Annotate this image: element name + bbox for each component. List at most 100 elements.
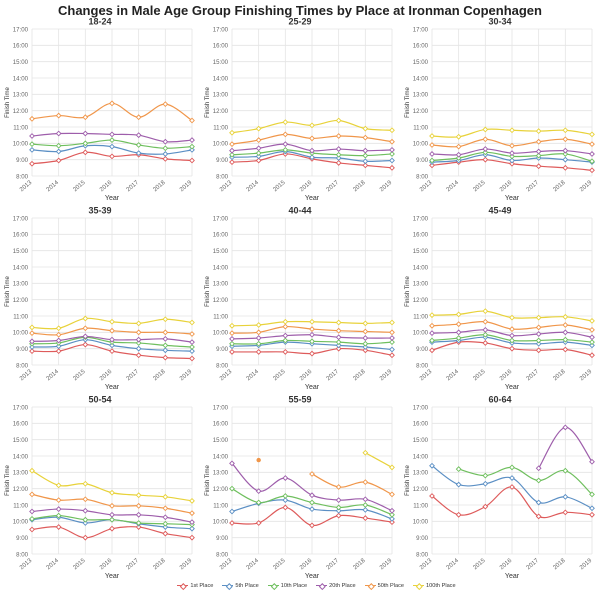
svg-text:10:00: 10:00 — [413, 141, 429, 148]
svg-text:13:00: 13:00 — [13, 281, 29, 288]
svg-text:12:00: 12:00 — [413, 108, 429, 115]
svg-text:Year: Year — [505, 195, 520, 202]
svg-text:2015: 2015 — [472, 557, 487, 571]
svg-text:11:00: 11:00 — [413, 313, 428, 320]
svg-text:15:00: 15:00 — [413, 437, 429, 444]
svg-text:12:00: 12:00 — [213, 297, 229, 304]
svg-text:2015: 2015 — [272, 179, 287, 193]
svg-text:2014: 2014 — [245, 368, 260, 382]
svg-text:2016: 2016 — [498, 557, 513, 571]
svg-text:13:00: 13:00 — [413, 470, 429, 477]
svg-text:30-34: 30-34 — [488, 17, 511, 27]
svg-text:2017: 2017 — [525, 557, 540, 571]
svg-text:2018: 2018 — [152, 557, 167, 571]
svg-text:2016: 2016 — [98, 179, 113, 193]
svg-text:11:00: 11:00 — [213, 313, 228, 320]
svg-text:8:00: 8:00 — [416, 362, 428, 369]
svg-text:12:00: 12:00 — [213, 108, 229, 115]
svg-text:2013: 2013 — [18, 368, 33, 382]
svg-text:2013: 2013 — [218, 368, 233, 382]
svg-text:2013: 2013 — [18, 557, 33, 571]
svg-text:9:00: 9:00 — [216, 157, 228, 164]
svg-text:Finish Time: Finish Time — [205, 87, 211, 118]
svg-text:Finish Time: Finish Time — [5, 465, 11, 496]
svg-text:13:00: 13:00 — [213, 92, 229, 99]
svg-text:14:00: 14:00 — [413, 75, 429, 82]
svg-text:15:00: 15:00 — [13, 437, 29, 444]
svg-text:Finish Time: Finish Time — [205, 276, 211, 307]
svg-text:2015: 2015 — [472, 368, 487, 382]
svg-text:2019: 2019 — [378, 557, 393, 571]
svg-text:2017: 2017 — [125, 557, 140, 571]
svg-text:2018: 2018 — [552, 368, 567, 382]
svg-text:2015: 2015 — [72, 179, 87, 193]
svg-text:2014: 2014 — [445, 557, 460, 571]
svg-text:15:00: 15:00 — [213, 437, 229, 444]
svg-text:14:00: 14:00 — [413, 453, 429, 460]
svg-text:15:00: 15:00 — [213, 248, 229, 255]
svg-text:9:00: 9:00 — [416, 157, 428, 164]
svg-text:16:00: 16:00 — [413, 232, 429, 239]
svg-text:2015: 2015 — [272, 557, 287, 571]
svg-text:15:00: 15:00 — [13, 59, 29, 66]
svg-text:10:00: 10:00 — [13, 519, 29, 526]
svg-text:15:00: 15:00 — [413, 248, 429, 255]
svg-text:10:00: 10:00 — [213, 141, 229, 148]
svg-text:2013: 2013 — [418, 557, 433, 571]
svg-text:Year: Year — [105, 573, 120, 580]
svg-text:2019: 2019 — [178, 179, 193, 193]
svg-text:17:00: 17:00 — [213, 404, 229, 411]
svg-text:2018: 2018 — [352, 368, 367, 382]
svg-text:10:00: 10:00 — [413, 519, 429, 526]
svg-text:2016: 2016 — [298, 557, 313, 571]
svg-text:14:00: 14:00 — [13, 453, 29, 460]
svg-text:2015: 2015 — [72, 557, 87, 571]
svg-text:16:00: 16:00 — [413, 43, 429, 50]
svg-text:2013: 2013 — [418, 179, 433, 193]
svg-text:15:00: 15:00 — [213, 59, 229, 66]
svg-text:8:00: 8:00 — [216, 173, 228, 180]
svg-text:2015: 2015 — [72, 368, 87, 382]
svg-text:17:00: 17:00 — [213, 26, 229, 33]
svg-text:35-39: 35-39 — [88, 206, 111, 216]
svg-text:Finish Time: Finish Time — [5, 87, 11, 118]
svg-text:13:00: 13:00 — [13, 470, 29, 477]
svg-text:50-54: 50-54 — [88, 395, 111, 405]
svg-text:13:00: 13:00 — [213, 281, 229, 288]
svg-text:2017: 2017 — [525, 368, 540, 382]
svg-text:12:00: 12:00 — [213, 486, 229, 493]
svg-text:8:00: 8:00 — [16, 551, 28, 558]
svg-text:11:00: 11:00 — [213, 124, 228, 131]
svg-text:2019: 2019 — [578, 179, 593, 193]
svg-text:Year: Year — [105, 384, 120, 391]
svg-text:2014: 2014 — [245, 179, 260, 193]
svg-text:2018: 2018 — [152, 179, 167, 193]
svg-text:2017: 2017 — [325, 557, 340, 571]
svg-text:Year: Year — [505, 384, 520, 391]
svg-text:11:00: 11:00 — [13, 313, 28, 320]
svg-text:17:00: 17:00 — [213, 215, 229, 222]
svg-text:17:00: 17:00 — [413, 404, 429, 411]
svg-text:17:00: 17:00 — [13, 404, 29, 411]
svg-text:12:00: 12:00 — [13, 486, 29, 493]
svg-text:11:00: 11:00 — [413, 502, 428, 509]
svg-text:2014: 2014 — [45, 557, 60, 571]
svg-text:16:00: 16:00 — [213, 421, 229, 428]
svg-text:Finish Time: Finish Time — [405, 465, 411, 496]
svg-text:2014: 2014 — [45, 179, 60, 193]
svg-text:9:00: 9:00 — [16, 535, 28, 542]
svg-text:8:00: 8:00 — [216, 551, 228, 558]
svg-text:2013: 2013 — [218, 557, 233, 571]
svg-text:16:00: 16:00 — [13, 43, 29, 50]
svg-text:2017: 2017 — [325, 179, 340, 193]
svg-text:10:00: 10:00 — [413, 330, 429, 337]
svg-text:2017: 2017 — [525, 179, 540, 193]
svg-text:40-44: 40-44 — [288, 206, 311, 216]
svg-text:10:00: 10:00 — [13, 141, 29, 148]
svg-text:8:00: 8:00 — [16, 173, 28, 180]
svg-text:2018: 2018 — [352, 557, 367, 571]
svg-text:16:00: 16:00 — [213, 232, 229, 239]
svg-text:8:00: 8:00 — [416, 551, 428, 558]
svg-text:14:00: 14:00 — [213, 453, 229, 460]
svg-text:9:00: 9:00 — [216, 346, 228, 353]
